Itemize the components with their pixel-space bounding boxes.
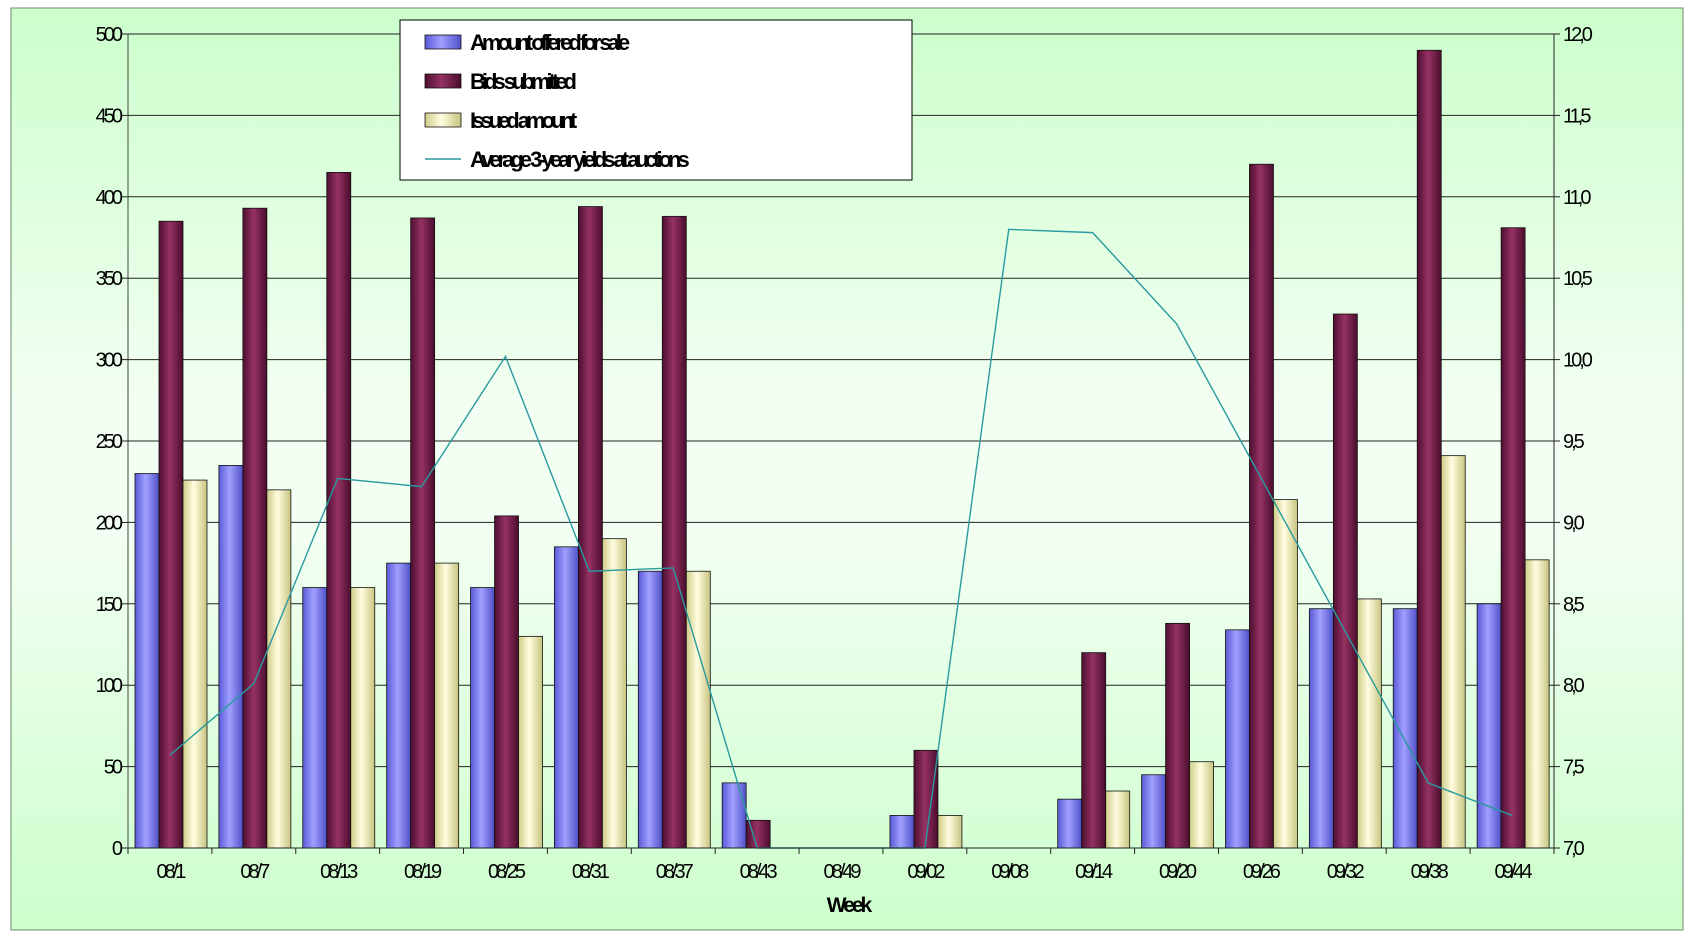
x-tick-label: 09/32	[1327, 861, 1365, 883]
legend-swatch	[425, 35, 461, 49]
x-tick-label: 08/13	[320, 861, 358, 883]
y2-tick-label: 8,0	[1563, 675, 1585, 697]
bar	[1393, 609, 1417, 848]
y2-tick-label: 7,5	[1563, 757, 1585, 779]
bar	[890, 815, 914, 848]
bar	[435, 563, 459, 848]
bar	[183, 480, 207, 848]
bar	[267, 490, 291, 848]
x-axis-title: Week	[827, 894, 873, 917]
bar	[662, 216, 686, 848]
legend-swatch	[425, 113, 461, 127]
bar	[411, 218, 435, 848]
bar	[471, 588, 495, 848]
y-tick-label: 200	[96, 512, 123, 534]
legend-label: Issued amount	[470, 108, 578, 133]
legend-label: Bids submitted	[470, 69, 575, 94]
y2-tick-label: 7,0	[1563, 838, 1585, 860]
x-tick-label: 09/38	[1411, 861, 1449, 883]
y-tick-label: 300	[96, 350, 123, 372]
y2-tick-label: 8,5	[1563, 594, 1585, 616]
bar	[1477, 604, 1501, 848]
y-tick-label: 450	[96, 105, 123, 127]
x-tick-label: 09/14	[1075, 861, 1113, 883]
y2-tick-label: 9,5	[1563, 431, 1585, 453]
bar	[602, 539, 626, 848]
x-tick-label: 09/02	[907, 861, 945, 883]
bar	[351, 588, 375, 848]
bar	[914, 750, 938, 848]
x-tick-label: 09/20	[1159, 861, 1197, 883]
bar	[495, 516, 519, 848]
legend-label: Amount offered for sale	[470, 30, 630, 55]
bar	[686, 571, 710, 848]
y-tick-label: 400	[96, 187, 123, 209]
bar	[303, 588, 327, 848]
x-tick-label: 08/37	[656, 861, 694, 883]
y2-tick-label: 12,0	[1563, 24, 1593, 46]
y-tick-label: 250	[96, 431, 123, 453]
bar	[219, 465, 243, 848]
y2-tick-label: 11,0	[1563, 187, 1591, 209]
y2-tick-label: 10,5	[1563, 268, 1593, 290]
bar	[1525, 560, 1549, 848]
y-tick-label: 500	[96, 24, 123, 46]
y-tick-label: 350	[96, 268, 123, 290]
y-tick-label: 150	[96, 594, 123, 616]
bar	[938, 815, 962, 848]
bar	[638, 571, 662, 848]
bar	[243, 208, 267, 848]
bar	[1190, 762, 1214, 848]
bar	[387, 563, 411, 848]
bar	[135, 474, 159, 848]
y2-tick-label: 11,5	[1563, 105, 1591, 127]
bar	[1082, 653, 1106, 848]
legend: Amount offered for sale Bids submitted Iss…	[400, 20, 912, 180]
bar	[554, 547, 578, 848]
bar	[1417, 50, 1441, 848]
bar	[1166, 623, 1190, 848]
bar	[1309, 609, 1333, 848]
bar	[1501, 228, 1525, 848]
bar	[1357, 599, 1381, 848]
bar	[1249, 164, 1273, 848]
x-tick-label: 09/44	[1495, 861, 1533, 883]
y-tick-label: 100	[96, 675, 123, 697]
bar	[1142, 775, 1166, 848]
bar	[1106, 791, 1130, 848]
x-tick-label: 08/19	[404, 861, 442, 883]
y2-tick-label: 10,0	[1563, 350, 1593, 372]
legend-swatch	[425, 74, 461, 88]
x-tick-label: 08/31	[572, 861, 610, 883]
bar	[722, 783, 746, 848]
bar	[327, 172, 351, 848]
bar	[1058, 799, 1082, 848]
bar	[1273, 500, 1297, 848]
x-tick-label: 08/7	[240, 861, 270, 883]
bar	[1333, 314, 1357, 848]
legend-label: Average 3-year yields at auctions	[470, 147, 689, 172]
x-tick-label: 08/1	[156, 861, 186, 883]
bar	[1225, 630, 1249, 848]
x-tick-label: 09/26	[1243, 861, 1281, 883]
x-tick-label: 08/43	[740, 861, 778, 883]
y2-tick-label: 9,0	[1563, 512, 1585, 534]
bar	[578, 207, 602, 848]
bar	[519, 636, 543, 848]
x-tick-label: 09/08	[991, 861, 1029, 883]
x-tick-label: 08/25	[488, 861, 526, 883]
x-tick-label: 08/49	[823, 861, 861, 883]
